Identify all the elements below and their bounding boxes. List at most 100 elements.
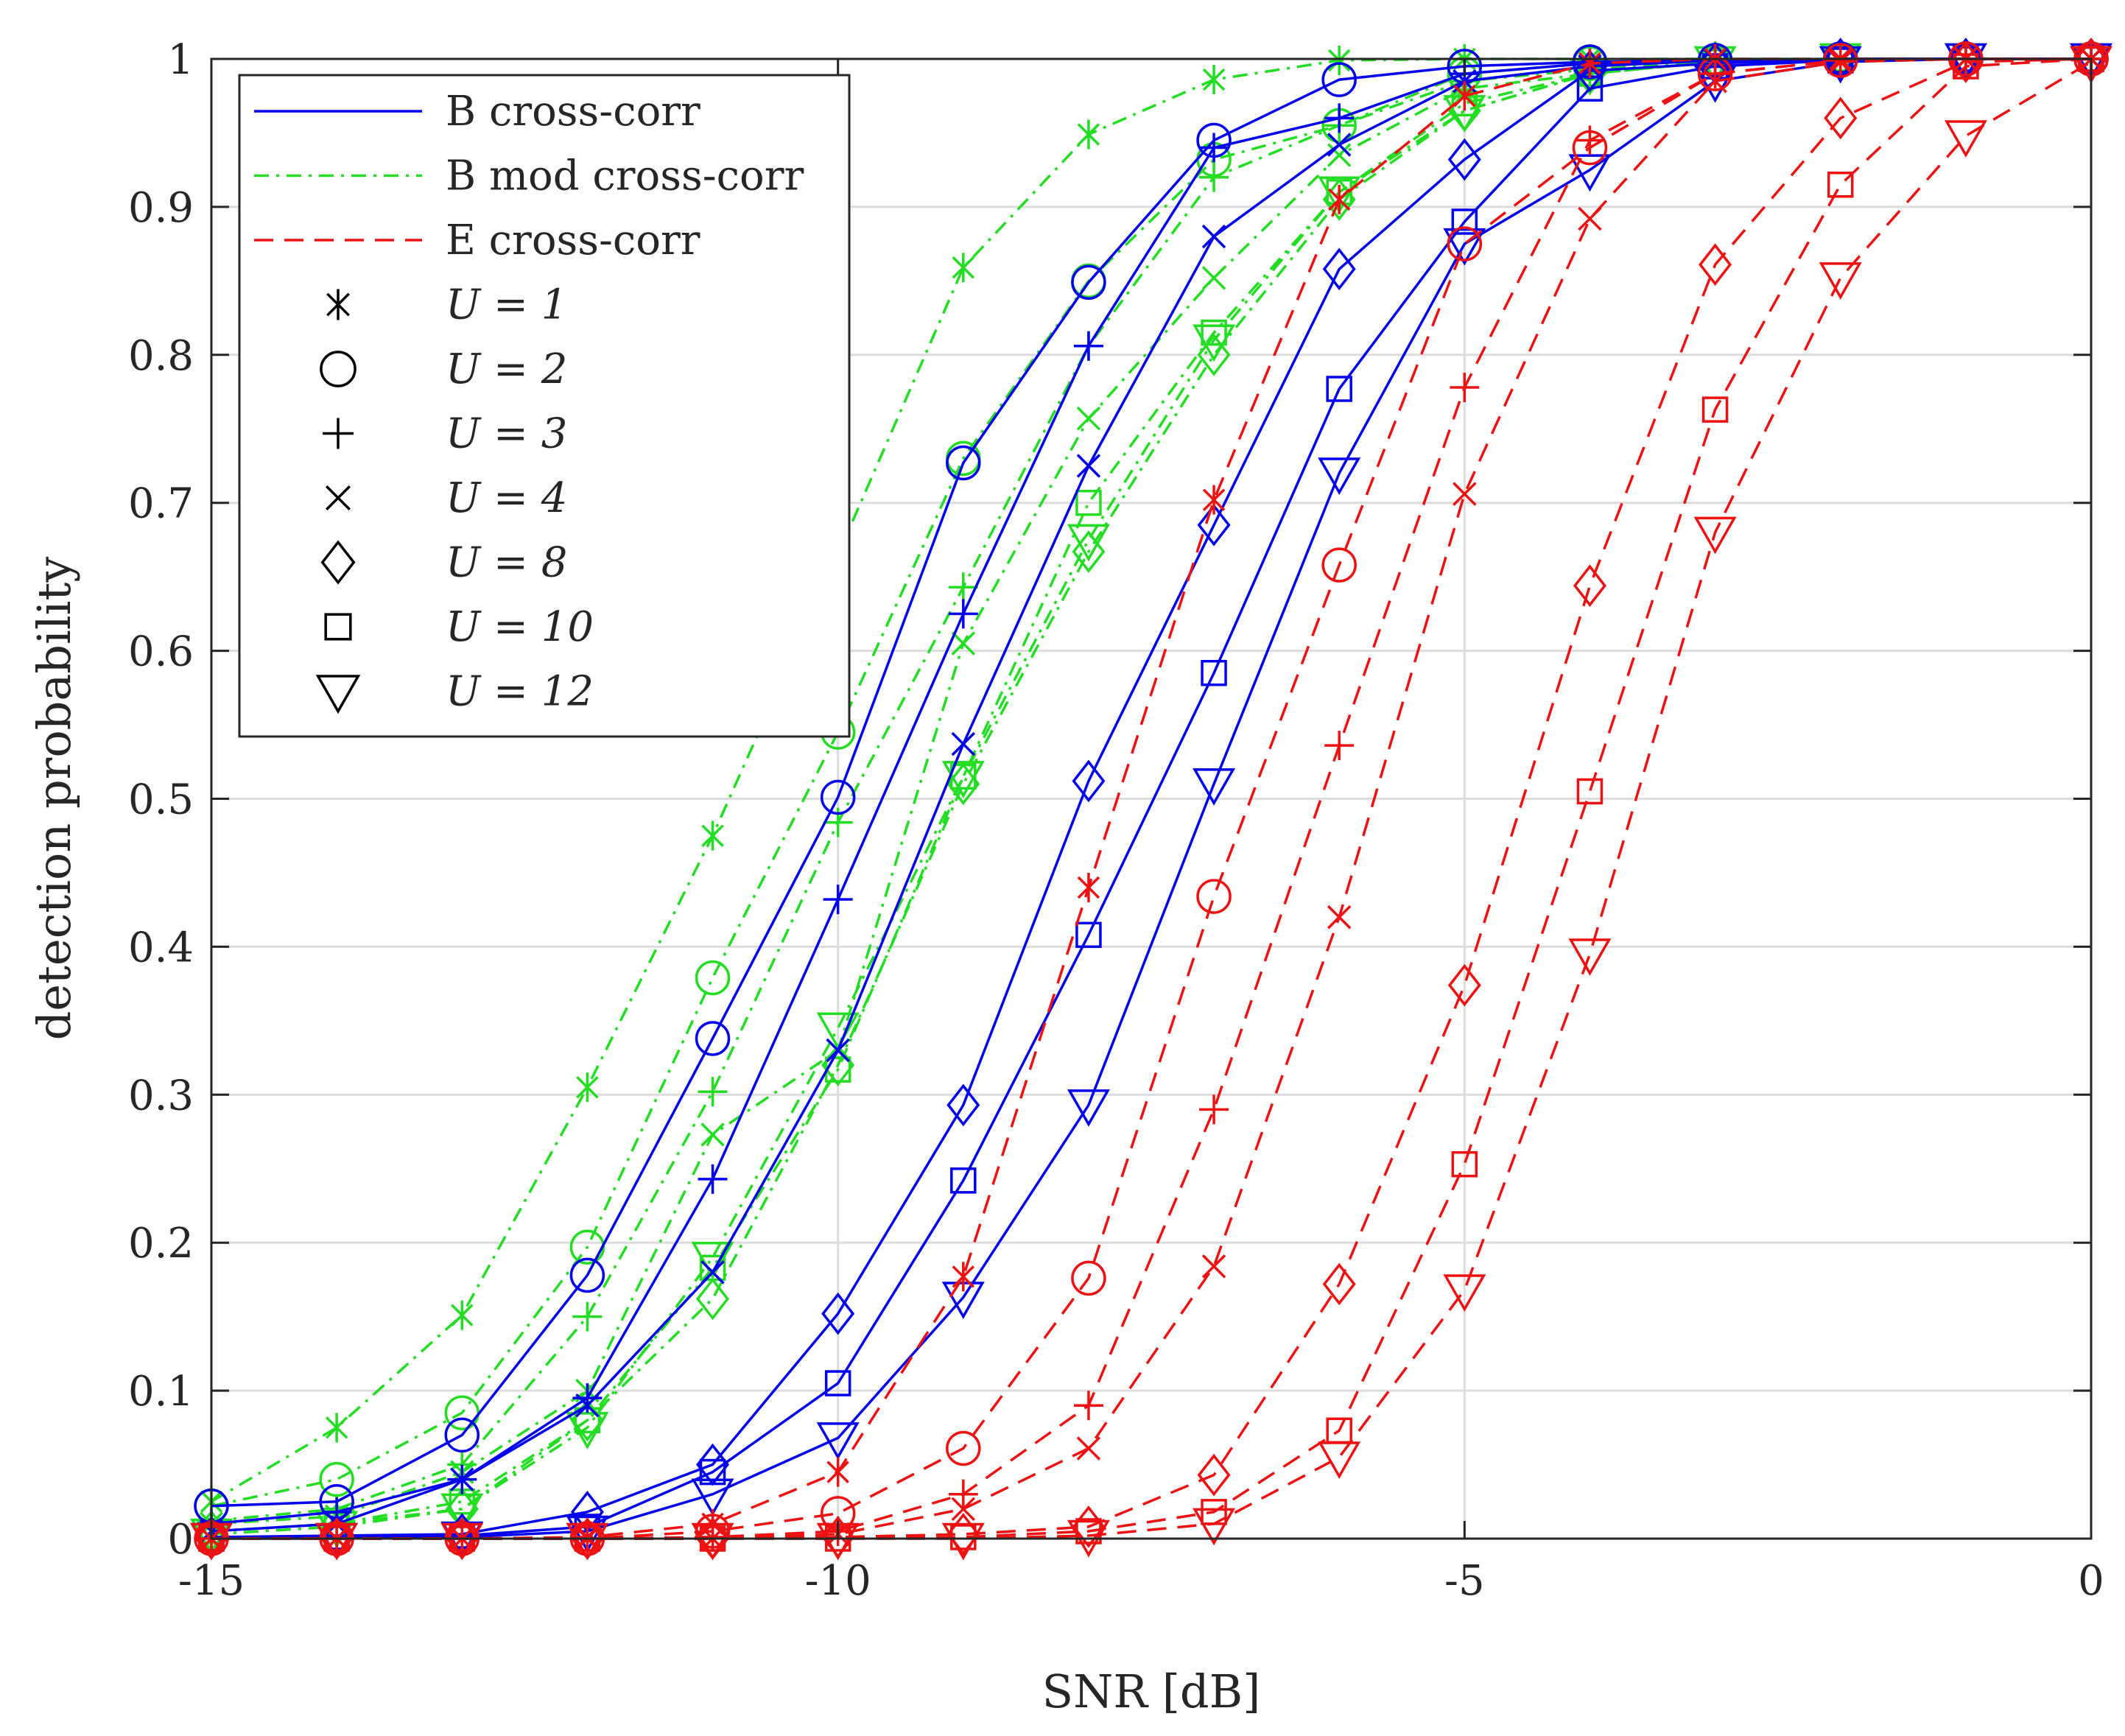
data-point-marker	[826, 1038, 850, 1063]
y-tick-label: 0.9	[128, 184, 194, 232]
data-point-marker	[1447, 963, 1481, 1007]
data-point-marker	[444, 1417, 480, 1453]
x-tick-label: -15	[178, 1557, 245, 1605]
data-point-marker	[1447, 226, 1483, 261]
x-tick-label: 0	[2078, 1557, 2104, 1605]
y-tick-label: 0	[167, 1516, 194, 1564]
data-point-marker	[572, 1383, 603, 1413]
data-point-marker	[699, 1458, 726, 1486]
data-point-marker	[450, 1467, 474, 1491]
data-point-marker	[572, 1301, 603, 1332]
data-point-marker	[1324, 103, 1355, 133]
data-point-marker	[941, 1522, 985, 1561]
data-point-marker	[946, 1430, 981, 1466]
data-point-marker	[699, 1254, 726, 1282]
data-point-marker	[700, 1122, 725, 1147]
data-point-marker	[946, 1083, 980, 1127]
data-point-marker	[701, 820, 724, 851]
data-point-marker	[823, 885, 853, 915]
data-point-marker	[1578, 49, 1601, 79]
data-point-marker	[1071, 264, 1106, 301]
data-point-marker	[698, 1077, 728, 1107]
data-point-marker	[1819, 262, 1862, 300]
data-point-marker	[695, 1021, 731, 1056]
data-point-marker	[1321, 547, 1357, 583]
data-point-marker	[1201, 1254, 1226, 1279]
legend-marker-sample	[326, 485, 351, 510]
data-point-marker	[1822, 43, 1858, 78]
data-point-marker	[952, 1262, 975, 1292]
legend-marker-sample	[323, 418, 354, 449]
data-point-marker	[1318, 176, 1361, 214]
x-tick-label: -10	[805, 1557, 871, 1605]
data-point-marker	[1193, 324, 1236, 362]
data-point-marker	[1077, 873, 1100, 903]
data-point-marker	[1453, 482, 1477, 506]
data-point-marker	[1953, 53, 1979, 80]
data-point-marker	[1578, 206, 1602, 231]
data-point-marker	[1199, 1094, 1229, 1125]
data-point-marker	[1071, 1260, 1106, 1296]
data-point-marker	[1322, 247, 1356, 291]
data-point-marker	[1451, 208, 1478, 235]
data-point-marker	[1201, 224, 1226, 249]
data-point-marker	[948, 599, 978, 629]
legend-entry-label: B mod cross-corr	[446, 152, 804, 200]
legend-entry-label: U = 2	[446, 345, 567, 393]
data-point-marker	[1202, 65, 1226, 95]
data-point-marker	[1326, 376, 1352, 402]
y-tick-label: 0.6	[128, 628, 194, 676]
data-point-marker	[1318, 1441, 1361, 1480]
data-point-marker	[1072, 759, 1106, 803]
data-point-marker	[1197, 503, 1231, 547]
data-point-marker	[1443, 228, 1486, 266]
y-tick-label: 1	[167, 36, 194, 84]
data-point-marker	[1073, 331, 1103, 361]
data-point-marker	[691, 1478, 734, 1517]
data-point-marker	[1076, 406, 1101, 431]
data-point-marker	[1447, 138, 1481, 181]
data-point-marker	[1327, 184, 1351, 214]
legend-marker-sample	[320, 351, 356, 387]
data-point-marker	[1324, 731, 1355, 761]
data-point-marker	[1576, 778, 1604, 805]
data-point-marker	[1075, 1518, 1102, 1545]
data-point-marker	[824, 1370, 851, 1396]
data-point-marker	[566, 1522, 609, 1561]
data-point-marker	[451, 1300, 474, 1330]
data-point-marker	[948, 572, 978, 602]
data-point-marker	[1573, 564, 1606, 608]
tick-labels: -15 -10 -5 0 0 0.1 0.2 0.3 0.4 0.5 0.6 0.7 0.8 0.9 1	[128, 36, 2104, 1605]
series-line	[211, 57, 2091, 1533]
data-point-marker	[698, 1164, 728, 1194]
data-point-marker	[941, 761, 985, 798]
y-tick-label: 0.3	[128, 1072, 194, 1120]
data-point-marker	[826, 1457, 849, 1487]
data-point-marker	[2069, 46, 2113, 84]
legend-marker-sample	[326, 289, 350, 320]
data-point-marker	[1443, 1274, 1486, 1312]
data-point-marker	[1697, 56, 1733, 91]
data-point-marker	[440, 1493, 484, 1531]
data-point-marker	[1197, 333, 1231, 376]
data-point-marker	[1451, 1150, 1478, 1178]
data-point-marker	[1075, 921, 1102, 949]
y-tick-label: 0.1	[128, 1368, 194, 1416]
data-point-marker	[1453, 81, 1476, 111]
data-point-marker	[1075, 489, 1102, 516]
data-point-marker	[1828, 49, 1852, 74]
data-point-marker	[691, 1522, 734, 1561]
data-point-marker	[946, 445, 981, 481]
y-tick-label: 0.5	[128, 776, 194, 824]
data-point-marker	[325, 1413, 348, 1443]
legend-entry-label: E cross-corr	[446, 217, 700, 264]
data-point-marker	[440, 1522, 484, 1561]
data-point-marker	[1322, 1262, 1356, 1306]
x-axis-label: SNR [dB]	[1042, 1665, 1261, 1718]
legend: B cross-corr B mod cross-corr E cross-corr…	[238, 74, 851, 738]
data-point-marker	[950, 1167, 977, 1194]
legend-entry-label: U = 10	[446, 603, 594, 651]
data-point-marker	[1067, 1089, 1110, 1127]
legend-box	[238, 74, 851, 738]
